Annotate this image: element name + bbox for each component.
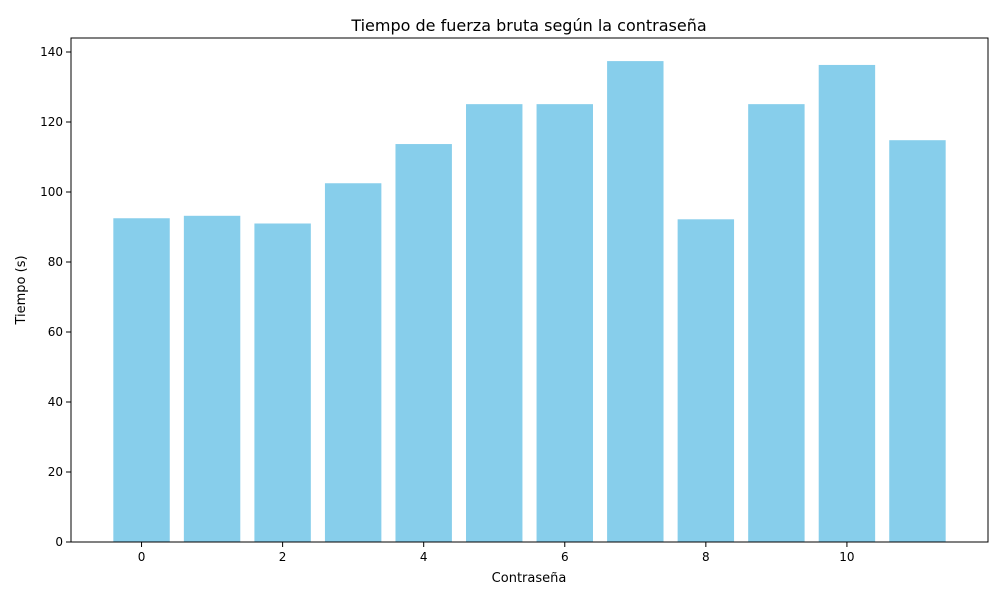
x-axis: 0 2 4 6 8 10	[138, 542, 855, 564]
bar-11	[889, 140, 946, 542]
plot-frame	[70, 37, 989, 543]
y-tick-label: 40	[48, 395, 63, 409]
bar-10	[818, 64, 876, 542]
y-tick-label: 20	[48, 465, 63, 479]
y-tick-label: 0	[55, 535, 63, 549]
bar-1	[183, 215, 241, 543]
bar-2	[254, 223, 311, 542]
bar-6	[536, 104, 593, 543]
bar-4	[395, 144, 452, 543]
bar-5	[466, 104, 523, 543]
y-tick-label: 80	[48, 255, 63, 269]
bars-group	[113, 61, 946, 543]
x-tick-label: 8	[702, 550, 710, 564]
y-tick-label: 140	[40, 45, 63, 59]
bar-3	[324, 183, 382, 542]
y-axis: 0 20 40 60 80 100 120 140	[40, 45, 71, 549]
x-axis-label: Contraseña	[492, 571, 567, 586]
x-tick-label: 0	[138, 550, 146, 564]
x-tick-label: 10	[839, 550, 854, 564]
y-tick-label: 100	[40, 185, 63, 199]
x-tick-label: 4	[420, 550, 428, 564]
x-tick-label: 6	[561, 550, 569, 564]
bar-8	[677, 219, 735, 543]
x-tick-label: 2	[279, 550, 287, 564]
bar-7	[607, 61, 664, 542]
y-tick-label: 120	[40, 115, 63, 129]
bar-0	[113, 218, 170, 542]
bar-9	[748, 104, 805, 543]
y-axis-label: Tiempo (s)	[14, 255, 29, 325]
y-tick-label: 60	[48, 325, 63, 339]
chart-title: Tiempo de fuerza bruta según la contrase…	[350, 16, 706, 35]
